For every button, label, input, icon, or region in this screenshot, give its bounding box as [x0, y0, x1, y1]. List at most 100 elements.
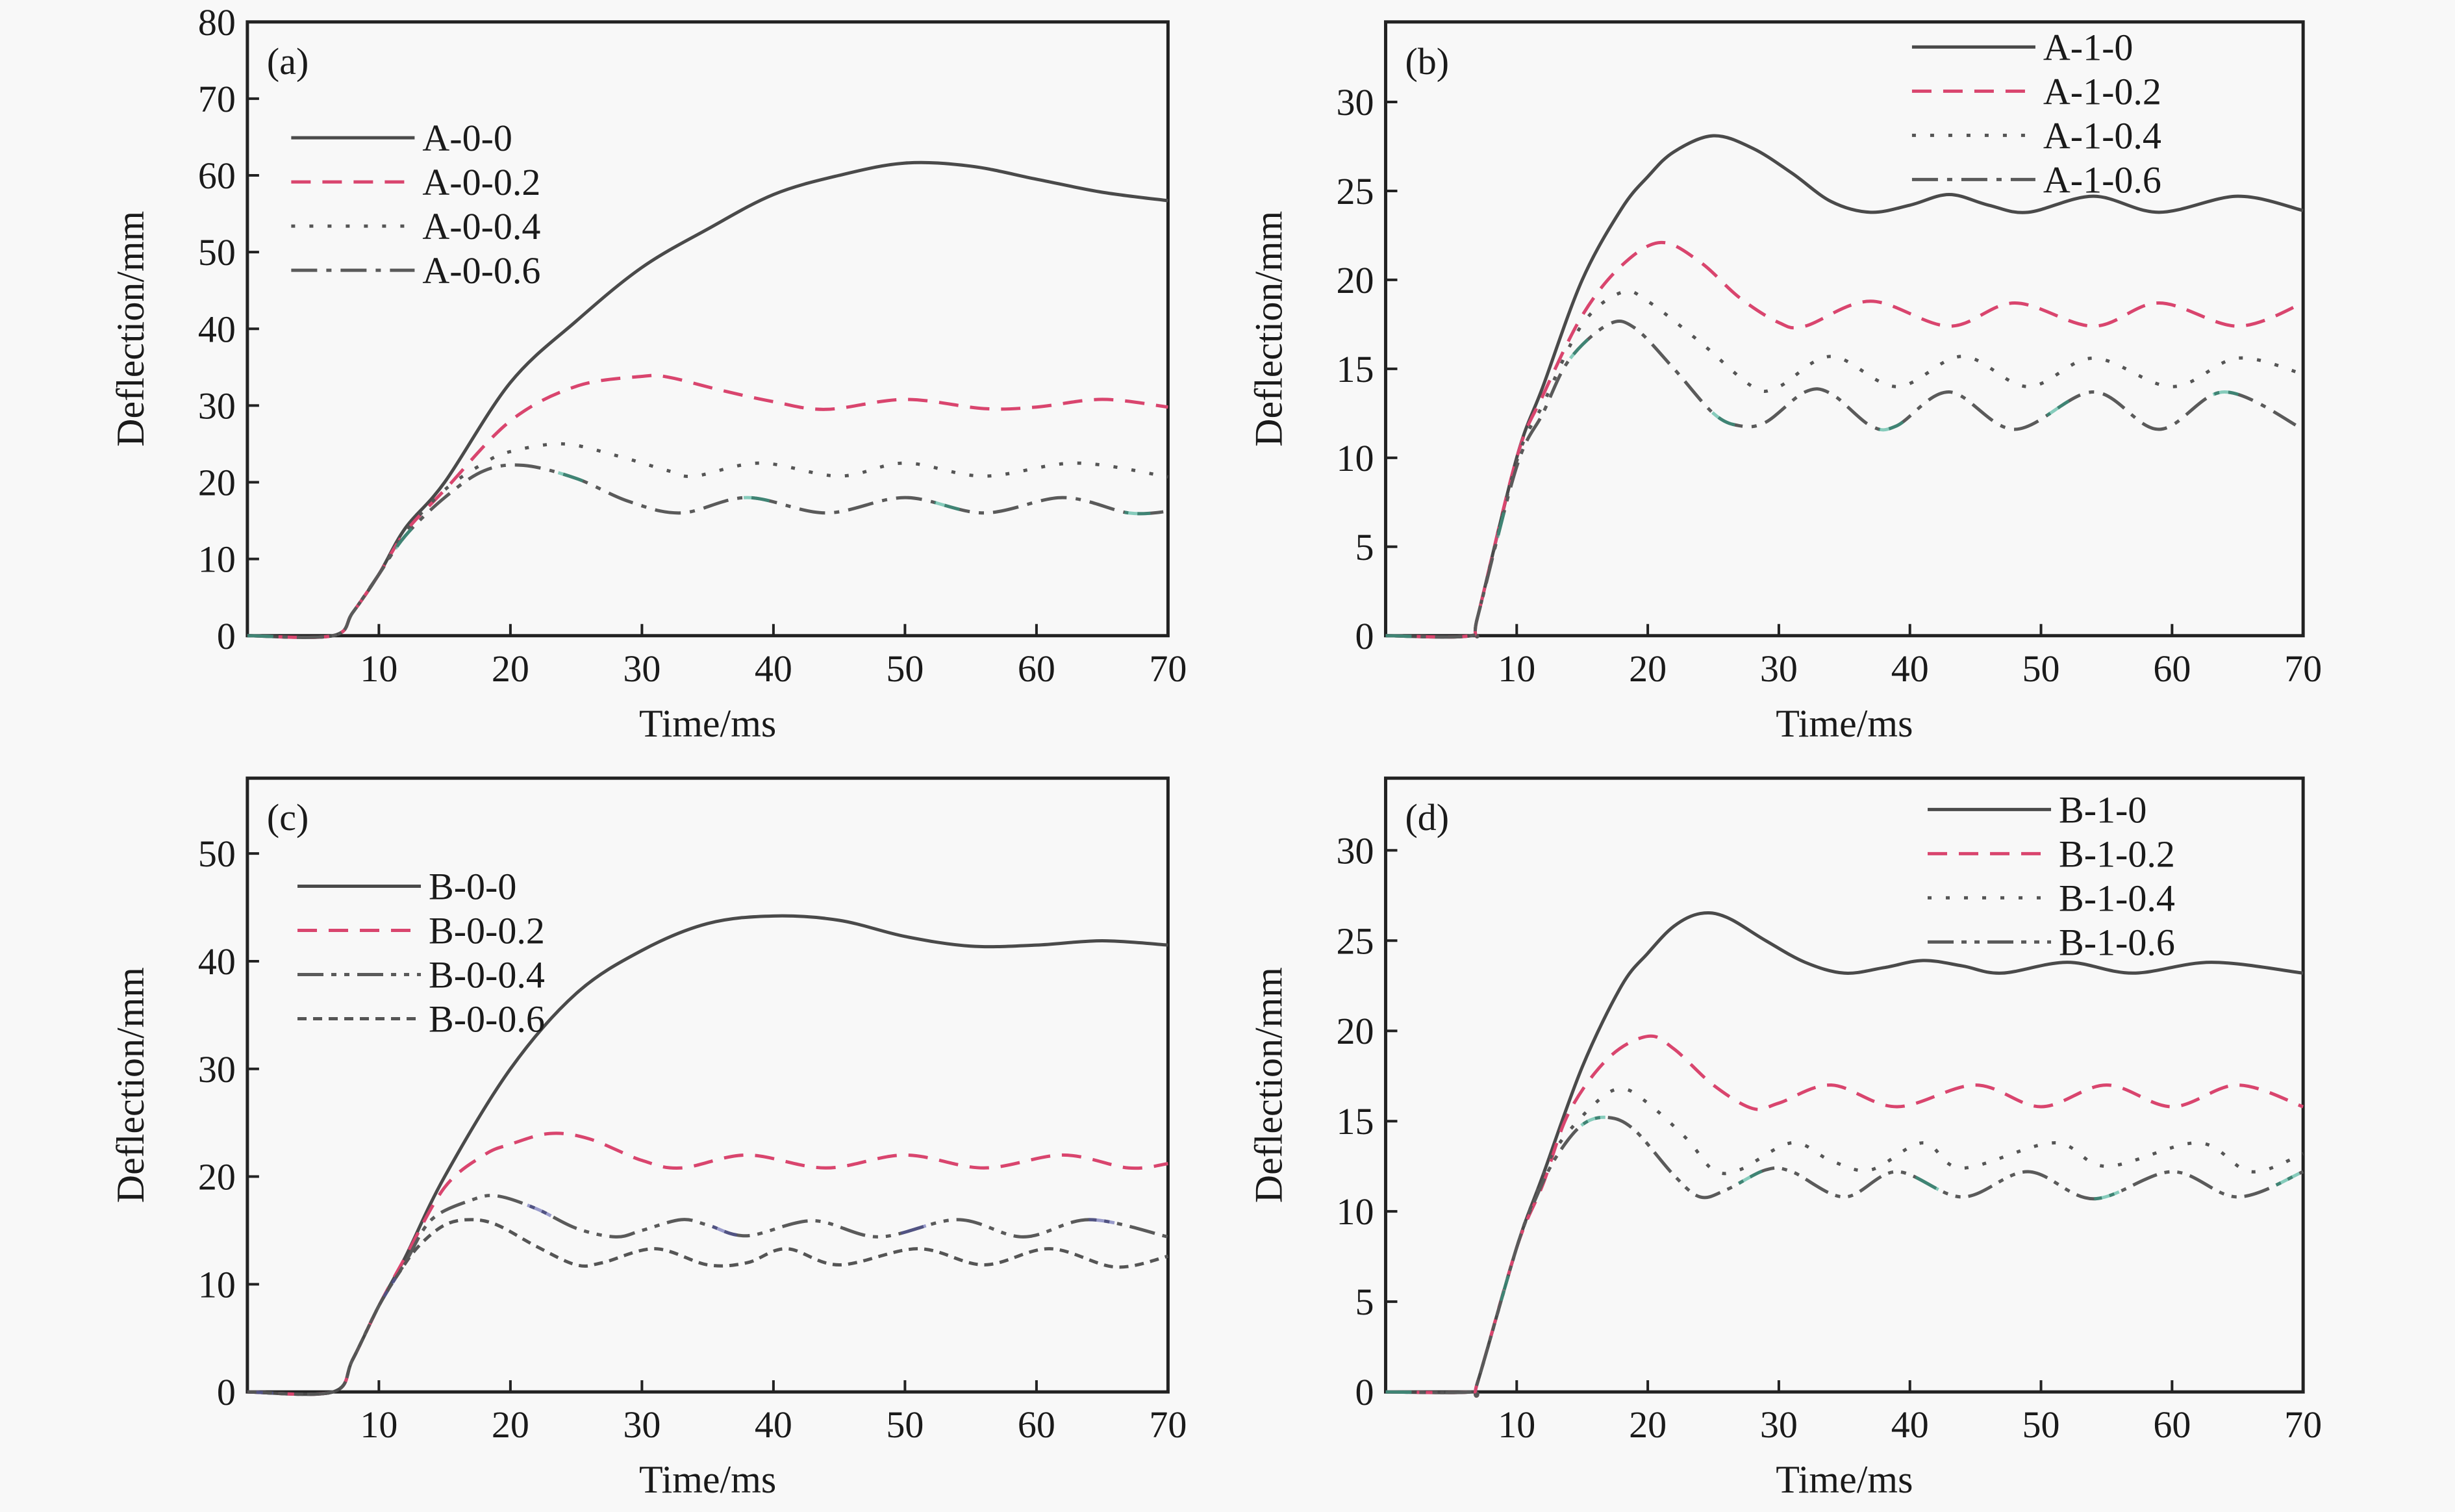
series-accent-a-1-0-6: [1385, 320, 2304, 639]
legend-label: B-1-0.6: [2059, 921, 2175, 963]
x-tick-label: 40: [755, 1404, 792, 1446]
legend-label: A-0-0: [422, 117, 512, 159]
x-tick-label: 30: [1760, 1404, 1798, 1446]
x-tick-label: 40: [755, 648, 792, 690]
panel-label: (a): [267, 40, 308, 82]
x-tick-label: 60: [2153, 648, 2191, 690]
y-tick-label: 40: [198, 940, 236, 983]
x-axis-label: Time/ms: [1776, 702, 1913, 745]
y-tick-label: 15: [1336, 348, 1374, 390]
plot-frame: [1383, 20, 2305, 638]
y-tick-label: 10: [1336, 1191, 1374, 1233]
x-tick-label: 70: [1149, 1404, 1187, 1446]
y-tick-label: 25: [1336, 920, 1374, 962]
panel-label: (c): [267, 796, 308, 838]
legend-label: A-0-0.2: [422, 161, 540, 203]
plot-frame: [245, 20, 1170, 638]
series-accent-b-1-0-6: [1385, 1115, 2304, 1398]
x-tick-label: 70: [1149, 648, 1187, 690]
x-tick-label: 20: [1629, 1404, 1667, 1446]
y-tick-label: 80: [198, 1, 236, 44]
y-tick-label: 30: [1336, 81, 1374, 123]
y-tick-label: 50: [198, 231, 236, 273]
x-tick-label: 20: [492, 648, 529, 690]
x-axis-label: Time/ms: [1776, 1458, 1913, 1501]
y-tick-label: 5: [1355, 1281, 1374, 1323]
y-tick-label: 15: [1336, 1100, 1374, 1142]
legend-label: A-0-0.6: [422, 249, 540, 292]
x-axis-label: Time/ms: [639, 1458, 776, 1501]
x-tick-label: 40: [1891, 648, 1929, 690]
y-tick-label: 30: [198, 1048, 236, 1090]
y-tick-label: 70: [198, 78, 236, 120]
x-axis-label: Time/ms: [639, 702, 776, 745]
y-axis-label: Deflection/mm: [1247, 211, 1290, 447]
y-tick-label: 10: [198, 1263, 236, 1305]
y-tick-label: 5: [1355, 526, 1374, 568]
series-line-b-1-0-2: [1385, 1034, 2304, 1398]
series-accent-a-0-0-6: [247, 463, 1168, 639]
y-tick-label: 20: [1336, 1010, 1374, 1052]
x-tick-label: 50: [886, 1404, 924, 1446]
y-tick-label: 50: [198, 833, 236, 875]
y-axis-label: Deflection/mm: [109, 211, 152, 447]
y-tick-label: 30: [1336, 829, 1374, 872]
x-tick-label: 60: [1018, 1404, 1055, 1446]
panel-b: 10 20 30 40 50 60 70 0 5 10 15 20 25 30 Time/ms Deflect…: [1247, 20, 2322, 745]
x-tick-label: 60: [1018, 648, 1055, 690]
panel-d: 10 20 30 40 50 60 70 0 5 10 15 20 25 30 Time/ms Deflect…: [1247, 776, 2322, 1501]
series-accent-b-0-0-4: [247, 1194, 1168, 1396]
x-tick-label: 30: [1760, 648, 1798, 690]
legend-label: A-1-0: [2043, 26, 2134, 68]
panel-label: (b): [1405, 40, 1449, 82]
x-tick-label: 40: [1891, 1404, 1929, 1446]
x-tick-label: 50: [2022, 1404, 2060, 1446]
legend-label: B-0-0: [429, 865, 516, 907]
legend-label: B-1-0.2: [2059, 833, 2175, 875]
series-line-a-1-0-6: [1385, 320, 2304, 639]
y-axis-label: Deflection/mm: [1247, 967, 1290, 1203]
x-tick-label: 30: [623, 1404, 661, 1446]
x-tick-label: 10: [360, 1404, 397, 1446]
y-tick-label: 0: [1355, 1371, 1374, 1413]
y-tick-label: 30: [198, 384, 236, 427]
y-tick-label: 60: [198, 155, 236, 197]
legend-label: B-1-0.4: [2059, 877, 2175, 919]
y-tick-label: 0: [1355, 615, 1374, 657]
legend-label: A-0-0.4: [422, 205, 540, 247]
series-line-a-1-0-2: [1385, 240, 2304, 639]
x-tick-label: 70: [2284, 1404, 2322, 1446]
y-tick-label: 40: [198, 308, 236, 350]
series-line-b-1-0-6: [1385, 1115, 2304, 1398]
legend-label: A-1-0.4: [2043, 114, 2161, 157]
x-tick-label: 30: [623, 648, 661, 690]
plot-frame: [1383, 776, 2305, 1394]
x-tick-label: 50: [886, 648, 924, 690]
y-axis-label: Deflection/mm: [109, 967, 152, 1203]
y-tick-label: 20: [1336, 259, 1374, 301]
y-tick-label: 20: [198, 1156, 236, 1198]
y-tick-label: 0: [217, 1371, 236, 1413]
series-line-a-1-0: [1385, 134, 2304, 639]
legend-label: B-1-0: [2059, 788, 2147, 831]
legend-label: B-0-0.4: [429, 953, 545, 996]
x-tick-label: 20: [492, 1404, 529, 1446]
series-line-a-0-0-6: [247, 463, 1168, 639]
x-tick-label: 10: [1498, 1404, 1535, 1446]
x-tick-label: 10: [360, 648, 397, 690]
legend-label: A-1-0.6: [2043, 158, 2161, 201]
series-line-b-0-0-6: [247, 1218, 1168, 1396]
y-tick-label: 10: [1336, 437, 1374, 479]
legend-label: B-0-0.2: [429, 909, 545, 951]
x-tick-label: 20: [1629, 648, 1667, 690]
series-line-a-1-0-4: [1385, 289, 2304, 639]
panel-c: 10 20 30 40 50 60 70 0 10 20 30 40 50 Time/ms Deflecti…: [109, 776, 1187, 1501]
y-tick-label: 20: [198, 462, 236, 504]
series-line-b-0-0-2: [247, 1131, 1168, 1396]
series-line-a-0-0-4: [247, 442, 1168, 639]
plot-frame: [245, 776, 1170, 1394]
x-tick-label: 10: [1498, 648, 1535, 690]
series-line-b-1-0: [1385, 911, 2304, 1398]
panel-label: (d): [1405, 796, 1449, 838]
legend-label: A-1-0.2: [2043, 70, 2161, 112]
